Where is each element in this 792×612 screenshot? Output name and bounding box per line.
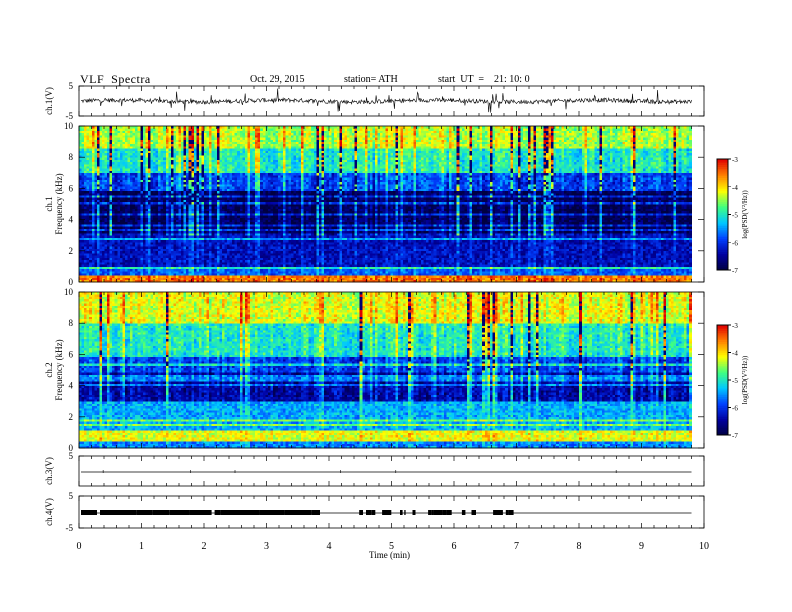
ch1-spectrogram-cells (79, 126, 692, 282)
ch1-waveform-panel: 5 -5 ch.1(V) (44, 81, 704, 121)
y-tick-label: -5 (66, 111, 74, 121)
vlf-figure: 5-5ch.1(V)0246810ch.1 Frequency (kHz)-3-4… (0, 0, 792, 612)
y-tick-label: 5 (69, 81, 74, 91)
y-axis-label: ch.1(V) (44, 87, 54, 115)
